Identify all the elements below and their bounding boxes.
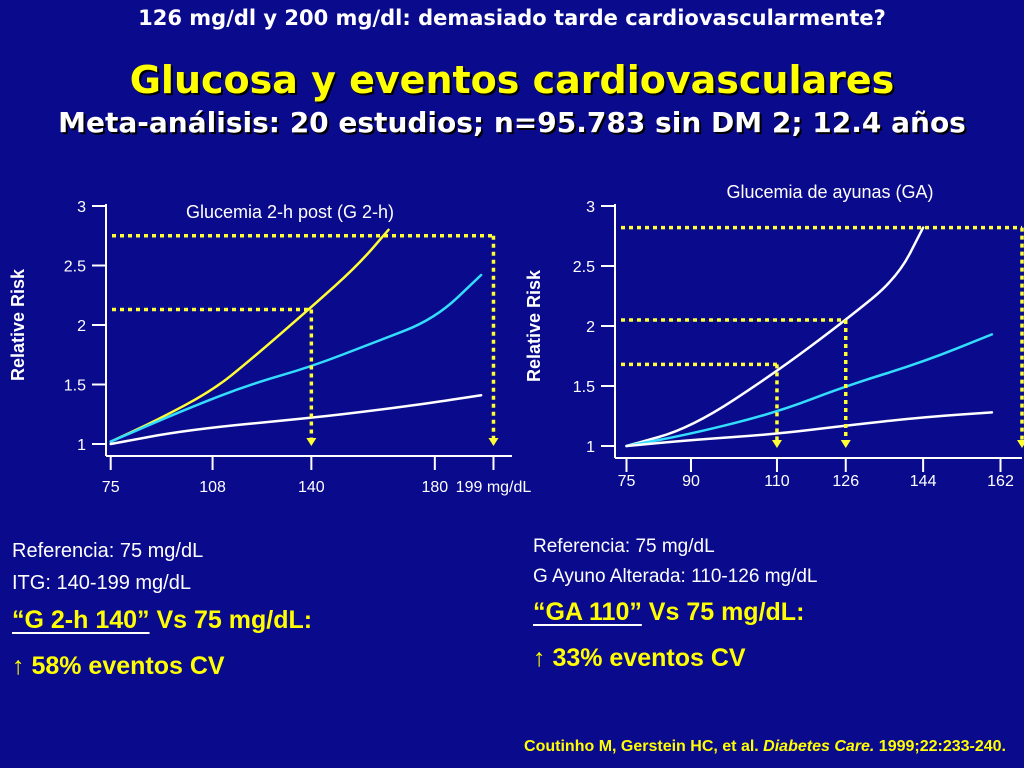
c0-y-tick-label: 2.5 [64,259,86,276]
chart-fasting-glucose: 1 1.5 2 2.5 3 75 90 110 126 144 162 Relative Risk Gl… [524,182,1024,490]
c1-series-2-line [625,411,994,448]
c1-x-tick-label: 126 [832,473,859,490]
c1-ref-arrow-2 [1017,440,1024,448]
c1-x-tick-label: 90 [682,473,700,490]
right-compare-rest: Vs 75 mg/dL: [641,598,805,626]
chart-2h-glucose: 1 1.5 2 2.5 3 75 108 140 180 199 mg/dL Relative Ri… [8,199,531,496]
c1-series-1-line [625,333,994,448]
c0-y-tick-label: 2 [77,318,86,335]
right-ifg-line: G Ayuno Alterada: 110-126 mg/dL [533,566,818,587]
c1-ref-arrow-0 [771,440,782,448]
right-compare-emphasis: “GA 110” [533,598,642,626]
left-compare-emphasis: “G 2-h 140” [12,606,150,634]
c0-y-tick-label: 1 [77,437,86,454]
left-compare-line: “G 2-h 140” Vs 75 mg/dL: [12,606,312,635]
slide-title: Glucosa y eventos cardiovasculares [129,58,895,102]
c1-y-tick-label: 3 [586,199,595,216]
c1-y-tick-label: 2.5 [573,259,595,276]
right-compare-line: “GA 110” Vs 75 mg/dL: [533,598,804,627]
left-itg-line: ITG: 140-199 mg/dL [12,572,191,594]
c1-y-tick-label: 1 [586,439,595,456]
left-ref-line: Referencia: 75 mg/dL [12,540,204,562]
c0-series-1-line [109,273,483,443]
c0-chart-title: Glucemia 2-h post (G 2-h) [186,202,394,222]
citation-ref: 1999;22:233-240. [874,738,1006,755]
c0-x-tick-label: 108 [199,479,226,496]
c0-y-tick-label: 1.5 [64,378,86,395]
c0-x-tick-label: 199 mg/dL [456,479,532,496]
left-compare-rest: Vs 75 mg/dL: [149,606,313,634]
slide-question: 126 mg/dl y 200 mg/dl: demasiado tarde c… [138,6,886,30]
c0-x-tick-label: 140 [298,479,325,496]
citation-journal: Diabetes Care. [763,738,875,755]
c1-y-tick-label: 2 [586,319,595,336]
c0-x-tick-label: 75 [102,479,120,496]
c1-y-tick-label: 1.5 [573,379,595,396]
citation-authors: Coutinho M, Gerstein HC, et al. [524,738,764,755]
c1-x-tick-label: 110 [764,473,790,490]
left-result-line: ↑ 58% eventos CV [12,652,225,680]
slide-subtitle: Meta-análisis: 20 estudios; n=95.783 sin… [58,106,966,139]
c0-ref-arrow-1 [488,438,499,446]
c1-x-tick-label: 144 [910,473,937,490]
c1-x-tick-label: 75 [618,473,636,490]
c0-y-tick-label: 3 [77,199,86,216]
c1-ref-arrow-1 [840,440,851,448]
c1-y-axis-label: Relative Risk [524,269,544,382]
c1-x-tick-label: 162 [987,473,1014,490]
c0-series-2-line [109,393,483,446]
citation: Coutinho M, Gerstein HC, et al. Diabetes… [524,738,1006,756]
c1-series-0-line [625,226,925,448]
c0-x-tick-label: 180 [421,479,448,496]
right-result-line: ↑ 33% eventos CV [533,644,746,672]
right-ref-line: Referencia: 75 mg/dL [533,536,715,557]
c0-series-0-line [109,228,390,443]
c0-ref-arrow-0 [306,438,317,446]
c0-y-axis-label: Relative Risk [8,268,28,381]
c1-chart-title: Glucemia de ayunas (GA) [726,182,933,202]
